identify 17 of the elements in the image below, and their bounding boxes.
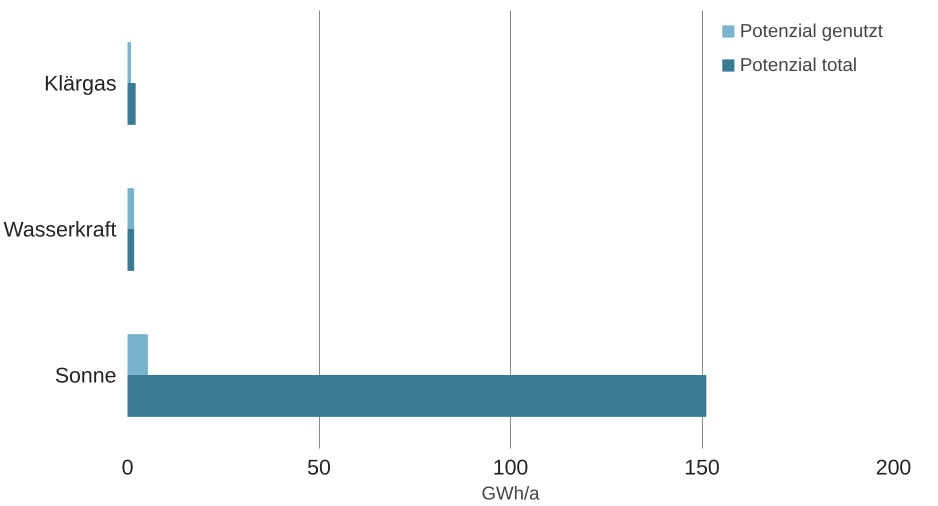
bar bbox=[128, 375, 706, 417]
legend-label: Potenzial total bbox=[740, 54, 858, 76]
bar bbox=[128, 42, 132, 84]
x-tick-label: 0 bbox=[122, 456, 134, 480]
bar bbox=[128, 334, 148, 376]
y-tick-label: Sonne bbox=[54, 364, 117, 388]
bar bbox=[128, 188, 134, 230]
bar bbox=[128, 229, 134, 271]
x-axis-title: GWh/a bbox=[481, 482, 540, 504]
x-tick-label: 50 bbox=[307, 456, 331, 480]
bar bbox=[128, 83, 136, 125]
x-tick-label: 150 bbox=[684, 456, 720, 480]
x-tick-label: 200 bbox=[876, 456, 912, 480]
y-tick-label: Wasserkraft bbox=[4, 218, 117, 242]
x-tick-label: 100 bbox=[492, 456, 528, 480]
legend-label: Potenzial genutzt bbox=[740, 20, 883, 42]
y-tick-label: Klärgas bbox=[44, 72, 117, 96]
